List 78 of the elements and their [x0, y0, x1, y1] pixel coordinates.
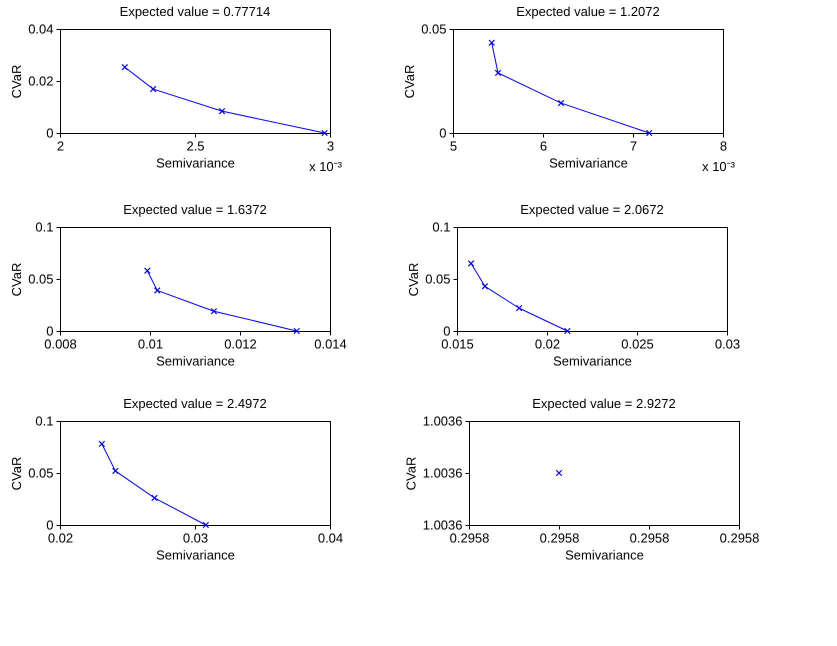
point	[150, 86, 156, 92]
x-tick-label: 2.5	[186, 138, 205, 154]
chart-title: Expected value = 2.0672	[520, 202, 664, 217]
point	[293, 328, 300, 334]
chart-title: Expected value = 0.77714	[120, 4, 270, 19]
point	[646, 130, 653, 136]
x-tick-label: 0.025	[621, 336, 654, 352]
x-tick-label: 0.2958	[450, 530, 490, 546]
point	[144, 267, 151, 274]
point	[468, 260, 474, 267]
x-tick-label: 0.02	[534, 336, 560, 352]
y-axis-title: CVaR	[406, 262, 422, 296]
point	[210, 308, 218, 315]
x-tick-label: 0.04	[318, 530, 344, 546]
y-tick-label: 0	[46, 518, 54, 532]
y-axis-title: CVaR	[9, 64, 24, 98]
y-tick-label: 0	[46, 126, 54, 140]
point	[321, 130, 328, 136]
point	[516, 304, 522, 312]
y-tick-label: 1.0036	[422, 518, 462, 532]
chart-title: Expected value = 1.6372	[123, 202, 267, 217]
y-tick-label: 1.0036	[422, 466, 462, 480]
point	[494, 70, 502, 76]
point	[488, 39, 496, 46]
y-tick-label: 0	[443, 324, 450, 338]
x-tick-label: 0.2958	[540, 530, 580, 546]
y-tick-label: 0.1	[432, 220, 450, 234]
x-axis-title: Semivariance	[549, 156, 628, 170]
y-axis-title: CVaR	[9, 456, 24, 490]
y-tick-label: 0	[46, 324, 54, 338]
y-tick-label: 0.04	[28, 22, 54, 36]
x-tick-label: 0.2958	[630, 530, 670, 546]
x-tick-label: 0.03	[182, 530, 208, 546]
chart-title: Expected value = 2.9272	[532, 396, 676, 411]
point	[151, 494, 158, 502]
x-tick-label: 0.03	[714, 336, 740, 352]
x-tick-label: 0.012	[224, 336, 257, 352]
point	[564, 328, 571, 334]
point	[154, 287, 161, 294]
x-axis-title: Semivariance	[156, 156, 235, 170]
y-axis-title: CVaR	[9, 262, 24, 296]
x-tick-label: 0.014	[314, 336, 347, 352]
point	[98, 440, 106, 448]
point	[558, 100, 564, 106]
y-tick-label: 0.05	[425, 272, 450, 286]
text: x 10⁻³	[702, 159, 736, 174]
point	[121, 64, 128, 71]
x-axis-title: Semivariance	[156, 548, 235, 562]
y-tick-label: 0.05	[28, 272, 54, 286]
chart-title: Expected value = 2.4972	[123, 396, 267, 411]
x-tick-label: 2	[56, 138, 64, 154]
x-axis-title: Semivariance	[553, 354, 632, 368]
y-axis-title: CVaR	[402, 64, 418, 98]
x-tick-label: 6	[540, 138, 548, 154]
point	[218, 108, 226, 114]
y-tick-label: 0.1	[35, 220, 54, 234]
x-axis-title: Semivariance	[565, 548, 644, 562]
text: x 10⁻³	[309, 159, 343, 174]
x-tick-label: 0.2958	[720, 530, 760, 546]
y-tick-label: 0.05	[421, 22, 446, 36]
chart-title: Expected value = 1.2072	[516, 4, 660, 19]
y-axis-title: CVaR	[404, 456, 419, 490]
x-tick-label: 0.01	[138, 336, 164, 352]
point	[202, 522, 210, 528]
x-tick-label: 0.008	[44, 336, 77, 352]
y-tick-label: 0	[439, 126, 446, 140]
x-tick-label: 7	[630, 138, 638, 154]
y-tick-label: 0.02	[28, 74, 54, 88]
point	[482, 282, 488, 290]
point	[112, 468, 119, 474]
x-tick-label: 0.015	[441, 336, 474, 352]
x-axis-title: Semivariance	[156, 354, 235, 368]
y-tick-label: 0.05	[28, 466, 54, 480]
x-tick-label: 3	[326, 138, 334, 154]
y-tick-label: 1.0036	[422, 414, 462, 428]
x-tick-label: 8	[720, 138, 728, 154]
x-tick-label: 5	[450, 138, 458, 154]
y-tick-label: 0.1	[35, 414, 54, 428]
